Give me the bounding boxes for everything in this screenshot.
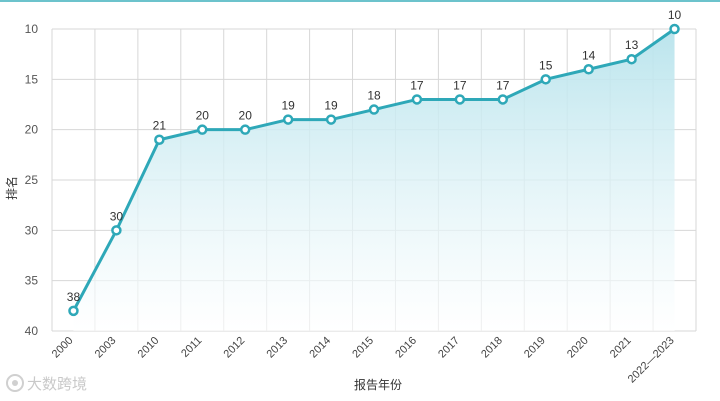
x-tick-label: 2012 (222, 335, 248, 361)
x-tick-label: 2014 (307, 335, 333, 361)
data-label: 19 (281, 99, 295, 113)
y-tick-label: 10 (25, 22, 39, 36)
x-tick-label: 2000 (50, 335, 76, 361)
data-label: 20 (239, 109, 253, 123)
x-tick-label: 2010 (136, 335, 162, 361)
data-point (497, 94, 509, 105)
data-points (68, 23, 680, 317)
watermark-text: 大数跨境 (27, 375, 88, 393)
data-point (411, 94, 423, 105)
x-tick-label: 2003 (93, 335, 119, 361)
y-tick-label: 30 (25, 223, 39, 237)
data-point (282, 114, 294, 125)
x-axis-title: 报告年份 (354, 377, 402, 392)
data-point (325, 114, 337, 125)
data-label: 14 (582, 48, 596, 62)
x-tick-label: 2013 (264, 335, 290, 361)
x-tick-label: 2022—2023 (626, 335, 677, 386)
x-tick-label: 2021 (608, 335, 634, 361)
data-point (239, 124, 251, 135)
x-tick-label: 2011 (179, 335, 204, 360)
x-tick-label: 2017 (436, 335, 462, 361)
data-point (454, 94, 466, 105)
y-tick-label: 15 (25, 72, 39, 86)
y-tick-label: 25 (25, 173, 39, 187)
data-point (197, 124, 208, 135)
area-path (73, 29, 675, 331)
data-label: 17 (453, 78, 467, 92)
data-point (368, 104, 380, 115)
y-tick-label: 40 (25, 324, 39, 338)
data-point (154, 134, 165, 145)
data-point (669, 23, 680, 35)
watermark-logo-icon (6, 374, 24, 392)
data-point (626, 53, 637, 65)
data-label: 20 (196, 109, 210, 123)
data-label: 10 (668, 8, 682, 22)
y-tick-label: 35 (25, 274, 39, 288)
watermark: 大数跨境 (6, 372, 87, 394)
x-tick-label: 2020 (565, 335, 591, 361)
data-point (583, 64, 594, 75)
x-tick-label: 2018 (479, 335, 505, 361)
x-tick-label: 2016 (393, 335, 419, 361)
data-label: 13 (625, 38, 639, 52)
data-point (540, 74, 551, 85)
y-tick-label: 20 (25, 123, 39, 137)
data-label: 15 (539, 58, 553, 72)
data-label: 19 (324, 99, 338, 113)
data-label: 18 (367, 89, 381, 103)
data-point (68, 305, 79, 317)
area-fill (73, 29, 675, 331)
top-rule (0, 0, 720, 2)
data-point (111, 225, 122, 236)
data-label: 17 (410, 78, 424, 92)
data-labels: 38 30 21 20 20 19 19 18 17 17 17 15 14 13 10 (67, 8, 682, 304)
y-axis-ticks: 10 15 20 25 30 35 40 (25, 22, 39, 338)
data-label: 21 (153, 119, 167, 133)
x-tick-label: 2019 (522, 335, 548, 361)
x-tick-label: 2015 (350, 335, 376, 361)
data-label: 30 (110, 209, 124, 223)
data-label: 17 (496, 78, 510, 92)
y-axis-title: 排名 (4, 176, 19, 200)
data-label: 38 (67, 290, 81, 304)
